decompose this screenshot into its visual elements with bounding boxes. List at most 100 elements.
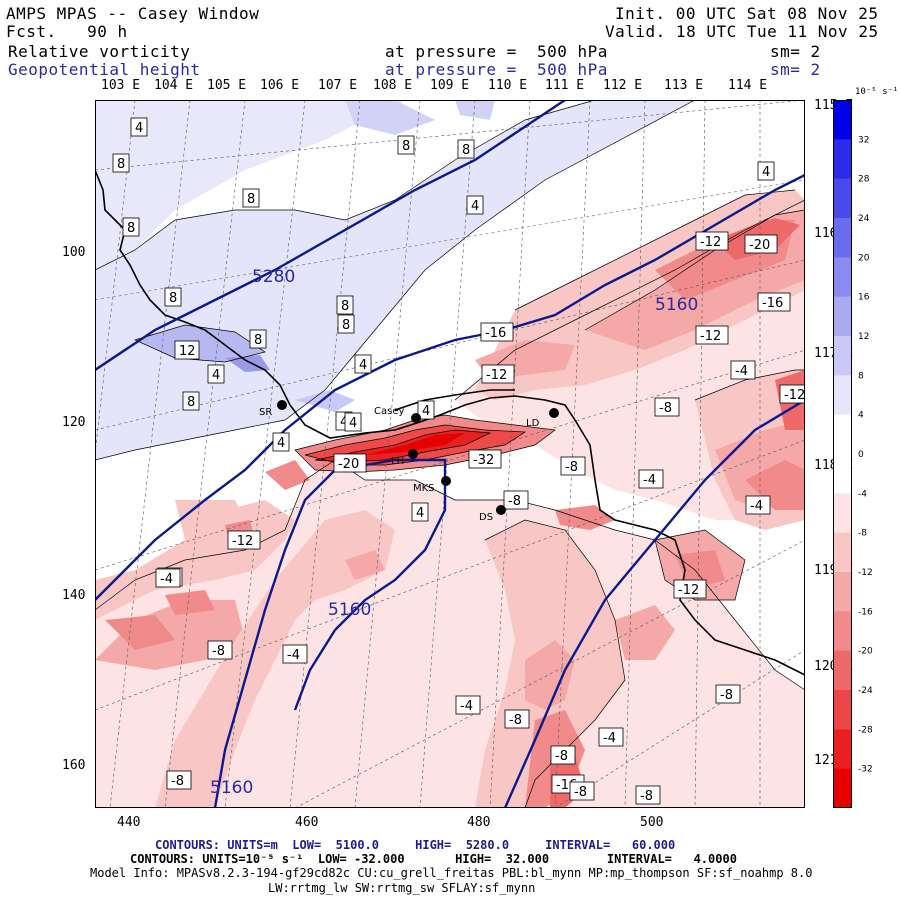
lon-top-label: 114 E <box>728 78 768 93</box>
svg-text:8: 8 <box>254 333 262 348</box>
svg-text:-12: -12 <box>486 368 507 383</box>
positive-vorticity-label: 8 <box>457 139 475 159</box>
colorbar-block <box>833 100 852 140</box>
svg-text:8: 8 <box>462 143 470 158</box>
positive-vorticity-label: 8 <box>397 135 415 155</box>
svg-text:-8: -8 <box>508 494 521 509</box>
colorbar-tick-label: 4 <box>858 411 864 421</box>
colorbar-blocks <box>833 100 852 808</box>
valid-time: Valid. 18 UTC Tue 11 Nov 25 <box>605 22 879 41</box>
svg-text:4: 4 <box>359 358 367 373</box>
svg-text:-8: -8 <box>212 644 225 659</box>
svg-text:-12: -12 <box>700 329 721 344</box>
colorbar-block <box>833 572 852 612</box>
forecast-label-text: Fcst. <box>6 22 57 41</box>
colorbar-block <box>833 493 852 534</box>
colorbar-block <box>833 178 852 219</box>
svg-text:-4: -4 <box>287 648 300 663</box>
colorbar-tick-label: 24 <box>858 214 870 224</box>
colorbar-block <box>833 375 852 416</box>
colorbar-tick-label: -24 <box>858 686 873 696</box>
negative-vorticity-label: -12 <box>481 364 515 384</box>
field2-name: Geopotential height <box>8 60 201 79</box>
svg-text:-12: -12 <box>232 534 253 549</box>
svg-text:8: 8 <box>247 192 255 207</box>
footer-units: UNITS=10⁻⁵ s⁻¹ <box>202 852 304 866</box>
svg-text:8: 8 <box>169 291 177 306</box>
positive-vorticity-label: 8 <box>164 287 182 307</box>
colorbar-unit: 10⁻⁵ s⁻¹ <box>855 87 899 97</box>
svg-text:-12: -12 <box>784 388 805 403</box>
lon-top-label: 107 E <box>318 78 358 93</box>
colorbar-tick-label: 20 <box>858 253 870 263</box>
field1-smoothing: sm= 2 <box>770 42 821 61</box>
station-markers: SR Casey LD DS MKS LH <box>259 400 559 523</box>
colorbar-tick-label: -20 <box>858 647 873 657</box>
negative-vorticity-label: -8 <box>654 397 680 417</box>
negative-vorticity-label: -8 <box>715 684 741 704</box>
svg-text:-4: -4 <box>160 572 173 587</box>
positive-vorticity-label: 8 <box>242 188 260 208</box>
negative-vorticity-label: -4 <box>282 644 308 664</box>
svg-text:-8: -8 <box>574 785 587 800</box>
footer-units: UNITS=m <box>227 838 278 852</box>
svg-text:-4: -4 <box>643 473 656 488</box>
forecast-label: Fcst. 90 h <box>6 23 128 41</box>
negative-vorticity-label: -8 <box>550 745 576 765</box>
x-tick-label: 480 <box>467 815 491 830</box>
negative-vorticity-label: -4 <box>598 727 624 747</box>
map-frame <box>95 100 805 808</box>
colorbar-tick-label: 0 <box>858 450 864 460</box>
y-tick-label: 160 <box>62 758 86 773</box>
colorbar-block <box>833 257 852 298</box>
x-tick-label: 500 <box>640 815 664 830</box>
positive-vorticity-shading <box>95 100 695 460</box>
footer-high: HIGH= 5280.0 <box>415 838 510 852</box>
colorbar-block <box>833 414 852 455</box>
svg-text:12: 12 <box>179 344 196 359</box>
init-time: Init. 00 UTC Sat 08 Nov 25 <box>615 4 879 23</box>
station-dot-ld <box>549 408 559 418</box>
height-label: 5160 <box>655 295 698 315</box>
field1-level: at pressure = 500 hPa <box>385 42 608 61</box>
height-label: 5280 <box>252 267 295 287</box>
svg-text:-12: -12 <box>678 583 699 598</box>
positive-vorticity-label: 4 <box>466 195 484 215</box>
positive-vorticity-label: 4 <box>130 117 148 137</box>
colorbar-tick-label: 28 <box>858 175 870 185</box>
svg-text:-8: -8 <box>565 460 578 475</box>
negative-vorticity-label: -16 <box>757 292 791 312</box>
negative-vorticity-label: -8 <box>504 709 530 729</box>
colorbar-tick-label: 8 <box>858 371 864 381</box>
colorbar-ticks: 32 28 24 20 16 12 8 4 0 -4 -8 -12 -16 -20 -24 -28 -32 <box>858 135 873 774</box>
svg-text:4: 4 <box>135 121 143 136</box>
svg-text:-20: -20 <box>338 457 359 472</box>
svg-text:8: 8 <box>127 221 135 236</box>
footer-low: LOW= 5100.0 <box>292 838 379 852</box>
height-label: 5160 <box>328 600 371 620</box>
field2-smoothing: sm= 2 <box>770 60 821 79</box>
colorbar-tick-label: 16 <box>858 293 870 303</box>
svg-text:4: 4 <box>762 165 770 180</box>
station-label-sr: SR <box>259 407 272 418</box>
footer-interval: INTERVAL= 60.000 <box>545 838 676 852</box>
colorbar-tick-label: -28 <box>858 725 873 735</box>
negative-vorticity-label: -4 <box>730 360 756 380</box>
forecast-hours: 90 h <box>87 22 128 41</box>
colorbar-block <box>833 650 852 691</box>
negative-vorticity-label: -12 <box>695 325 729 345</box>
colorbar-block <box>833 611 852 652</box>
svg-text:4: 4 <box>349 416 357 431</box>
footer-interval: INTERVAL= 4.0000 <box>606 852 737 866</box>
svg-text:8: 8 <box>342 318 350 333</box>
y-tick-label: 120 <box>62 415 86 430</box>
colorbar-frame <box>833 100 852 808</box>
footer-vorticity-contours: CONTOURS: UNITS=10⁻⁵ s⁻¹ LOW= -32.000 HI… <box>130 852 737 866</box>
station-label-ds: DS <box>479 512 493 523</box>
negative-vorticity-label: -8 <box>560 456 586 476</box>
svg-text:8: 8 <box>117 157 125 172</box>
svg-text:8: 8 <box>341 299 349 314</box>
colorbar-block <box>833 296 852 337</box>
svg-text:-16: -16 <box>485 326 506 341</box>
